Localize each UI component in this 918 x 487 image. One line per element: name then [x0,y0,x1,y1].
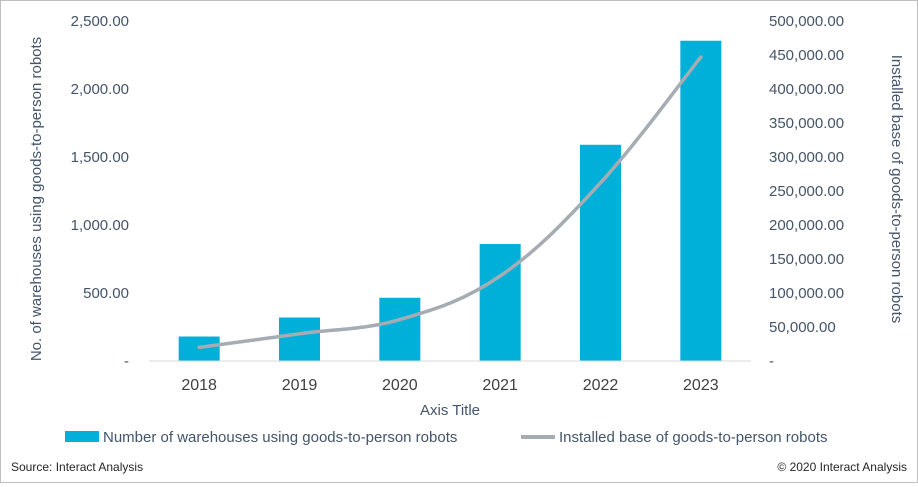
legend-bar-swatch [65,431,99,442]
y-tick-right: 500,000.00 [769,13,844,30]
y-tick-right: 150,000.00 [769,251,844,268]
footer-copyright: © 2020 Interact Analysis [777,460,907,474]
bar-2023 [680,41,721,361]
x-tick-2023: 2023 [683,377,719,394]
x-tick-2021: 2021 [482,377,518,394]
x-axis-ticks: 2018 2019 2020 2021 2022 2023 [181,377,718,394]
y-axis-right-title: Installed base of goods-to-person robots [888,55,905,324]
bar-2020 [379,298,420,361]
installed-base-line [199,57,701,347]
y-tick-right: 300,000.00 [769,149,844,166]
y-tick-left: 1,500.00 [71,149,129,166]
y-tick-left: 1,000.00 [71,217,129,234]
legend-line-label: Installed base of goods-to-person robots [559,429,828,446]
y-tick-right: - [769,353,774,370]
legend-bar-label: Number of warehouses using goods-to-pers… [103,429,457,446]
x-tick-2018: 2018 [181,377,217,394]
y-tick-right: 200,000.00 [769,217,844,234]
y-tick-right: 100,000.00 [769,285,844,302]
y-tick-right: 50,000.00 [769,319,836,336]
y-tick-right: 450,000.00 [769,47,844,64]
legend: Number of warehouses using goods-to-pers… [65,429,828,446]
x-tick-2022: 2022 [583,377,619,394]
y-tick-left: - [124,353,129,370]
bar-2019 [279,317,320,361]
y-tick-left: 2,500.00 [71,13,129,30]
x-axis-title: Axis Title [420,402,480,419]
bar-2022 [580,145,621,361]
y-axis-left-title: No. of warehouses using goods-to-person … [28,37,45,361]
x-tick-2019: 2019 [282,377,318,394]
bar-2021 [480,244,521,361]
bar-series [179,41,722,361]
x-tick-2020: 2020 [382,377,418,394]
y-tick-left: 2,000.00 [71,81,129,98]
footer-source: Source: Interact Analysis [11,460,143,474]
y-axis-left-ticks: - 500.00 1,000.00 1,500.00 2,000.00 2,500.00 [71,13,129,370]
y-axis-right-ticks: - 50,000.00 100,000.00 150,000.00 200,000.00… [769,13,844,370]
y-tick-right: 250,000.00 [769,183,844,200]
line-series [199,57,701,348]
y-tick-left: 500.00 [83,285,129,302]
y-tick-right: 400,000.00 [769,81,844,98]
y-tick-right: 350,000.00 [769,115,844,132]
